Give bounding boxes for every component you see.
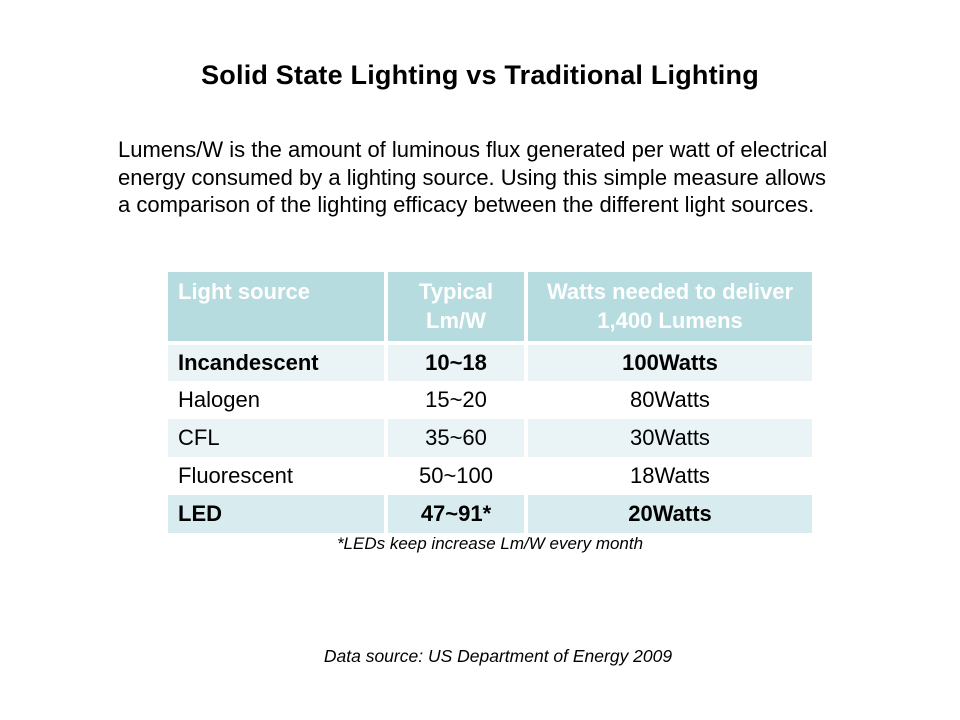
slide-title: Solid State Lighting vs Traditional Ligh… — [201, 60, 759, 90]
cell-typical-lmw: 47~91* — [386, 495, 528, 534]
table-row: Incandescent 10~18 100Watts — [168, 343, 812, 382]
cell-light-source: CFL — [168, 419, 388, 458]
cell-typical-lmw: 10~18 — [386, 343, 528, 382]
cell-typical-lmw: 50~100 — [386, 457, 528, 496]
table-row: Fluorescent 50~100 18Watts — [168, 457, 812, 496]
table-row: CFL 35~60 30Watts — [168, 419, 812, 458]
cell-light-source: Fluorescent — [168, 457, 388, 496]
cell-watts-needed: 100Watts — [526, 343, 812, 382]
intro-paragraph: Lumens/W is the amount of luminous flux … — [118, 137, 828, 218]
table-header-row: Light source Typical Lm/W Watts needed t… — [168, 272, 812, 346]
table-row: LED 47~91* 20Watts — [168, 495, 812, 534]
header-cell-typical-lmw: Typical Lm/W — [386, 272, 528, 346]
cell-watts-needed: 80Watts — [526, 381, 812, 420]
cell-light-source: Incandescent — [168, 343, 388, 382]
cell-watts-needed: 20Watts — [526, 495, 812, 534]
header-cell-light-source: Light source — [168, 272, 388, 346]
table-row: Halogen 15~20 80Watts — [168, 381, 812, 420]
cell-typical-lmw: 15~20 — [386, 381, 528, 420]
cell-light-source: LED — [168, 495, 388, 534]
cell-light-source: Halogen — [168, 381, 388, 420]
led-footnote: *LEDs keep increase Lm/W every month — [336, 534, 644, 553]
cell-typical-lmw: 35~60 — [386, 419, 528, 458]
cell-watts-needed: 18Watts — [526, 457, 812, 496]
table-body: Incandescent 10~18 100Watts Halogen 15~2… — [168, 343, 812, 534]
lighting-comparison-table: Light source Typical Lm/W Watts needed t… — [168, 272, 812, 534]
header-cell-watts-needed: Watts needed to deliver 1,400 Lumens — [526, 272, 812, 346]
cell-watts-needed: 30Watts — [526, 419, 812, 458]
data-source-citation: Data source: US Department of Energy 200… — [323, 646, 673, 666]
table-header: Light source Typical Lm/W Watts needed t… — [168, 272, 812, 346]
